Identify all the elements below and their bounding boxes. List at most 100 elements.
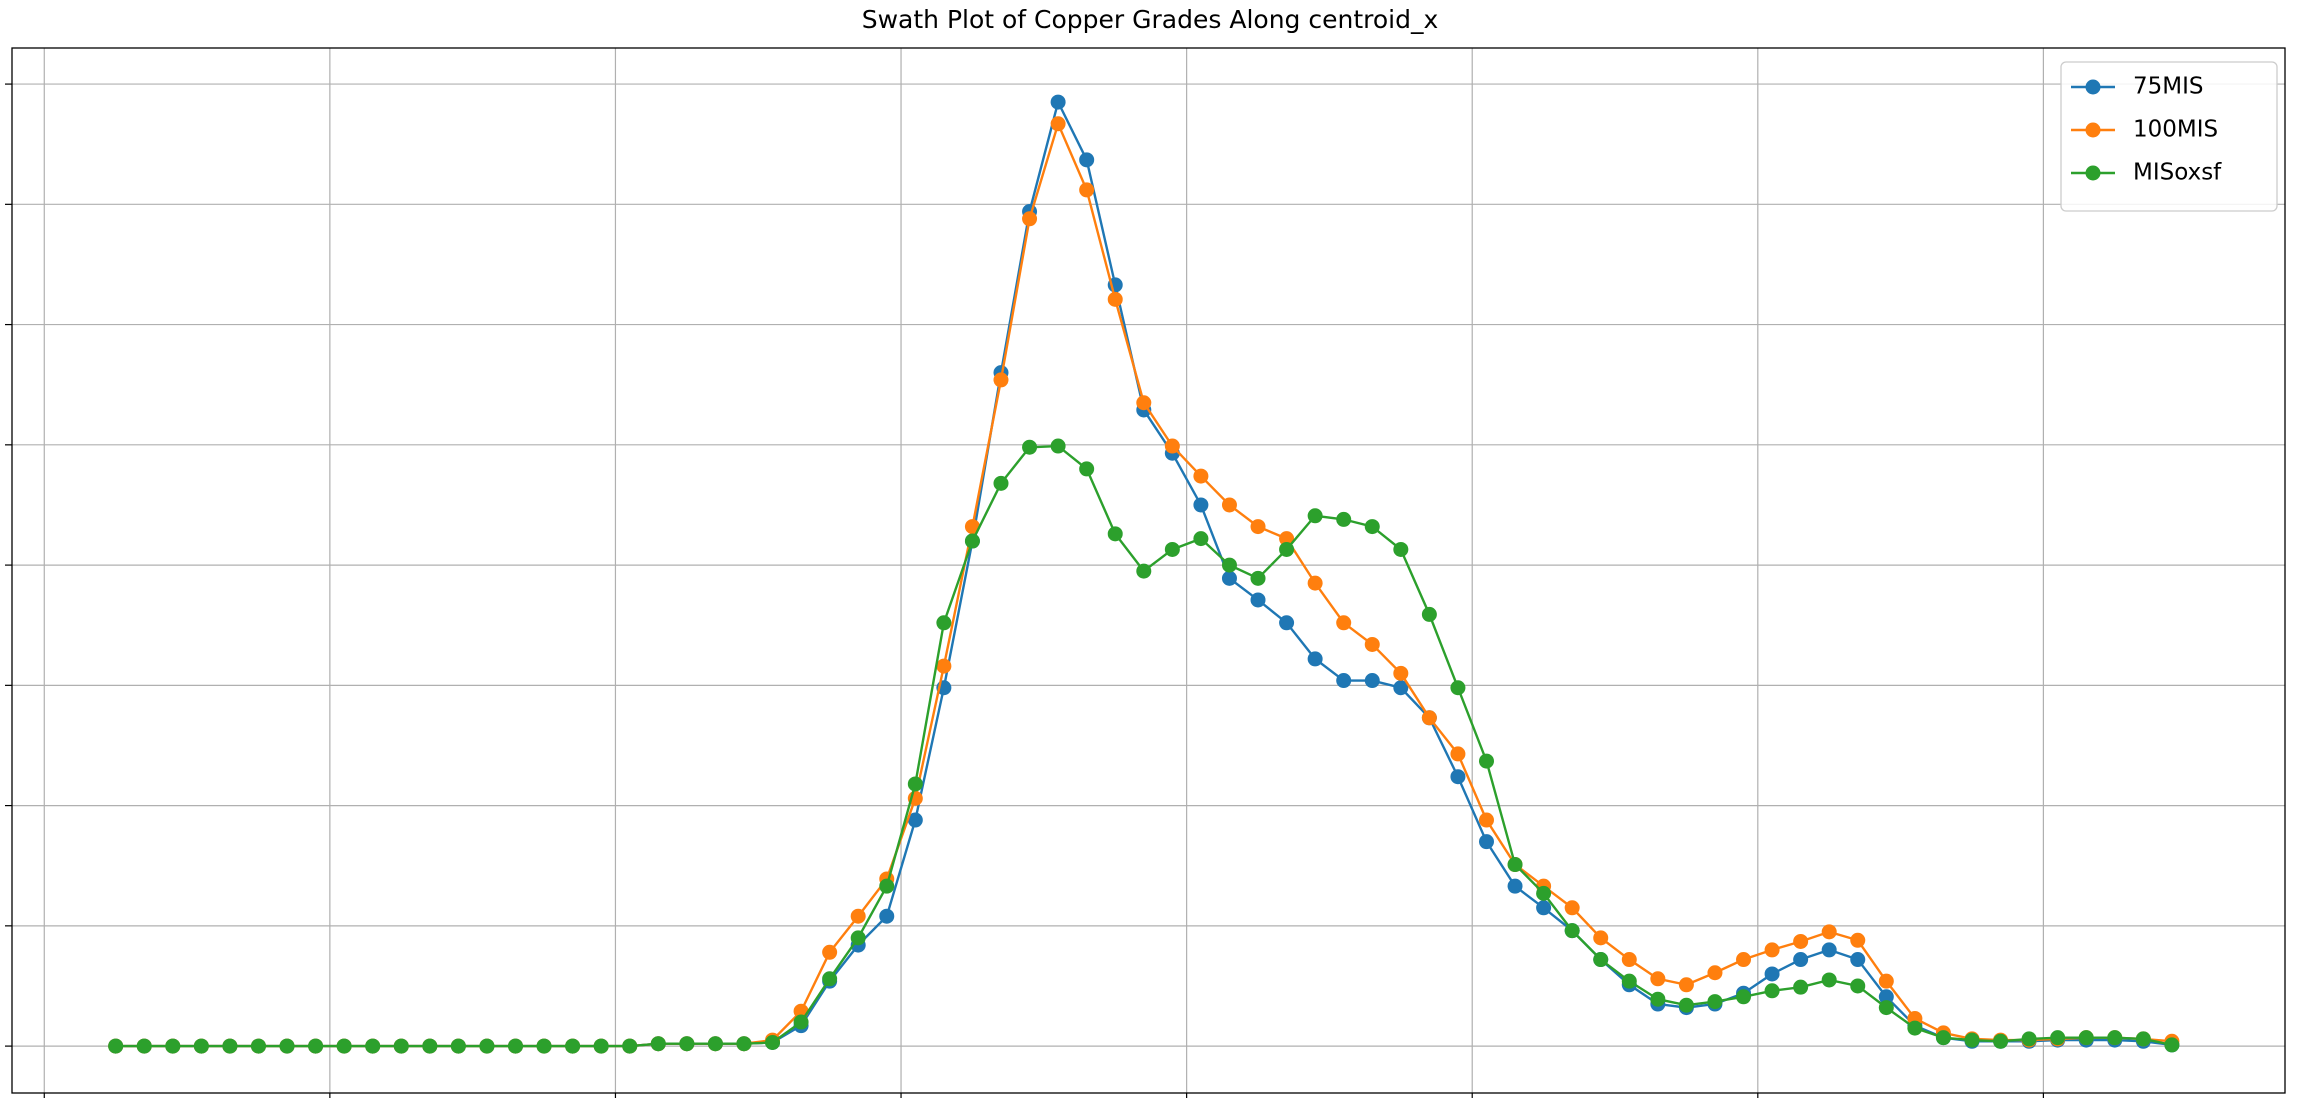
legend-marker xyxy=(2085,165,2101,181)
point xyxy=(2078,1030,2094,1046)
plot-frame xyxy=(11,47,2286,1094)
point xyxy=(1307,651,1323,667)
point xyxy=(1507,857,1523,873)
point xyxy=(136,1038,152,1054)
point xyxy=(1050,116,1066,132)
point xyxy=(1393,665,1409,681)
point xyxy=(1564,923,1580,939)
point xyxy=(1136,395,1152,411)
point xyxy=(1621,973,1637,989)
point xyxy=(1279,541,1295,557)
point xyxy=(993,475,1009,491)
point xyxy=(993,372,1009,388)
point xyxy=(2050,1030,2066,1046)
point xyxy=(1221,570,1237,586)
point xyxy=(936,658,952,674)
point xyxy=(1250,570,1266,586)
point xyxy=(822,944,838,960)
point xyxy=(850,908,866,924)
point xyxy=(907,776,923,792)
point xyxy=(2135,1031,2151,1047)
point xyxy=(1964,1032,1980,1048)
point xyxy=(1164,438,1180,454)
point xyxy=(936,615,952,631)
legend-label: 100MIS xyxy=(2133,117,2218,143)
point xyxy=(1821,972,1837,988)
point xyxy=(1850,952,1866,968)
point xyxy=(1193,531,1209,547)
point xyxy=(1336,673,1352,689)
point xyxy=(250,1038,266,1054)
point xyxy=(1421,710,1437,726)
point xyxy=(1536,900,1552,916)
point xyxy=(365,1038,381,1054)
point xyxy=(1878,989,1894,1005)
point xyxy=(1707,994,1723,1010)
point xyxy=(1678,977,1694,993)
point xyxy=(850,930,866,946)
point xyxy=(1221,497,1237,513)
point xyxy=(1878,1000,1894,1016)
point xyxy=(1050,438,1066,454)
series-line xyxy=(115,120,2173,1048)
point xyxy=(1793,933,1809,949)
point xyxy=(1850,932,1866,948)
point xyxy=(193,1038,209,1054)
point xyxy=(1136,563,1152,579)
point xyxy=(1336,511,1352,527)
point xyxy=(1279,615,1295,631)
point xyxy=(479,1038,495,1054)
point xyxy=(1478,753,1494,769)
point xyxy=(1564,900,1580,916)
point xyxy=(879,878,895,894)
point xyxy=(1164,541,1180,557)
point xyxy=(650,1036,666,1052)
point xyxy=(1850,978,1866,994)
point xyxy=(1307,575,1323,591)
point xyxy=(1736,952,1752,968)
point xyxy=(1707,965,1723,981)
point xyxy=(1621,952,1637,968)
point xyxy=(507,1038,523,1054)
chart-title: Swath Plot of Copper Grades Along centro… xyxy=(862,5,1439,34)
point xyxy=(536,1038,552,1054)
point xyxy=(1107,291,1123,307)
point xyxy=(1050,94,1066,110)
point xyxy=(1821,942,1837,958)
point xyxy=(279,1038,295,1054)
point xyxy=(1079,152,1095,168)
point xyxy=(1364,673,1380,689)
point xyxy=(1793,952,1809,968)
point xyxy=(679,1036,695,1052)
legend-label: MISoxsf xyxy=(2133,160,2222,186)
point xyxy=(1878,973,1894,989)
point xyxy=(2021,1031,2037,1047)
series xyxy=(108,438,2180,1054)
point xyxy=(1421,606,1437,622)
point xyxy=(1478,834,1494,850)
point xyxy=(736,1036,752,1052)
point xyxy=(308,1038,324,1054)
legend-marker xyxy=(2085,79,2101,95)
point xyxy=(1764,983,1780,999)
point xyxy=(450,1038,466,1054)
point xyxy=(1364,636,1380,652)
point xyxy=(1764,942,1780,958)
point xyxy=(1593,930,1609,946)
point xyxy=(1250,519,1266,535)
point xyxy=(1593,952,1609,968)
point xyxy=(1536,885,1552,901)
point xyxy=(1935,1030,1951,1046)
point xyxy=(1364,519,1380,535)
point xyxy=(1079,182,1095,198)
point xyxy=(1650,971,1666,987)
point xyxy=(1450,746,1466,762)
point xyxy=(793,1014,809,1030)
point xyxy=(565,1038,581,1054)
series xyxy=(108,116,2180,1054)
point xyxy=(1193,468,1209,484)
point xyxy=(1022,439,1038,455)
point xyxy=(1507,878,1523,894)
point xyxy=(1736,989,1752,1005)
point xyxy=(1393,541,1409,557)
